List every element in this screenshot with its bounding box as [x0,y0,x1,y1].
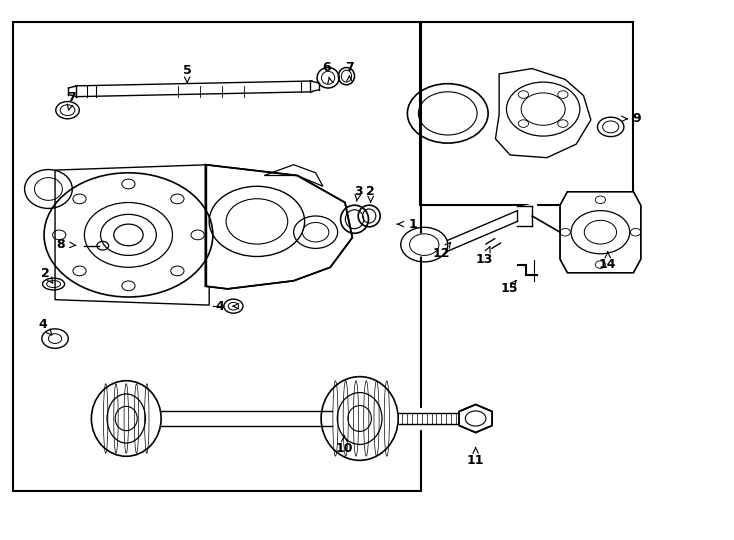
Text: 15: 15 [501,282,518,295]
Text: 7: 7 [68,91,76,104]
Bar [13,22,421,491]
Text: 2: 2 [366,185,375,198]
Text: 6: 6 [322,61,331,74]
Text: 4: 4 [216,300,225,313]
Text: 3: 3 [354,185,363,198]
Text: 7: 7 [345,61,354,74]
Text: 8: 8 [56,238,65,251]
Bar [420,22,633,205]
Text: 5: 5 [183,64,192,77]
Text: 10: 10 [335,442,353,455]
Polygon shape [459,404,493,433]
Text: 9: 9 [633,112,642,125]
Polygon shape [560,192,641,273]
Text: 4: 4 [38,318,47,330]
Text: 14: 14 [599,258,617,271]
Text: 11: 11 [467,454,484,467]
Text: 2: 2 [41,267,50,280]
Polygon shape [206,165,352,289]
Text: 1: 1 [409,218,418,231]
Text: 13: 13 [476,253,493,266]
Text: 12: 12 [432,247,450,260]
